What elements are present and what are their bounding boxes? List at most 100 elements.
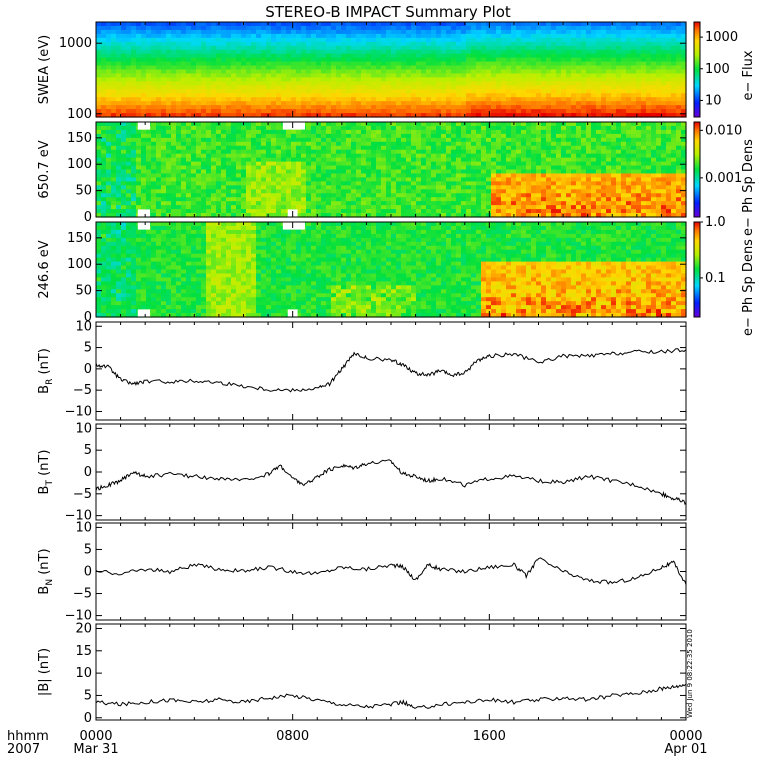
heatmap-cell: [376, 157, 382, 163]
heatmap-cell: [356, 185, 362, 190]
heatmap-cell: [321, 173, 327, 179]
heatmap-cell: [551, 53, 557, 59]
heatmap-cell: [471, 133, 477, 139]
heatmap-cell: [496, 177, 502, 182]
heatmap-cell: [391, 69, 397, 75]
heatmap-cell: [511, 129, 517, 135]
heatmap-cell: [111, 193, 117, 198]
heatmap-cell: [606, 69, 612, 75]
heatmap-cell: [106, 193, 112, 198]
heatmap-cell: [236, 189, 242, 194]
heatmap-cell: [391, 213, 397, 218]
heatmap-cell: [121, 141, 127, 147]
heatmap-cell: [516, 45, 522, 51]
heatmap-cell: [436, 81, 442, 86]
heatmap-cell: [251, 149, 257, 155]
heatmap-cell: [171, 209, 177, 214]
heatmap-cell: [516, 145, 522, 151]
heatmap-cell: [346, 201, 352, 206]
heatmap-cell: [491, 85, 497, 90]
heatmap-cell: [406, 157, 412, 163]
heatmap-cell: [231, 69, 237, 75]
heatmap-cell: [681, 105, 687, 110]
heatmap-cell: [526, 81, 532, 86]
heatmap-cell: [126, 49, 132, 55]
heatmap-cell: [376, 145, 382, 151]
heatmap-cell: [291, 185, 297, 190]
heatmap-cell: [211, 69, 217, 75]
heatmap-cell: [416, 161, 422, 167]
heatmap-cell: [576, 97, 582, 102]
heatmap-cell: [646, 113, 652, 118]
heatmap-cell: [116, 85, 122, 90]
heatmap-cell: [436, 41, 442, 47]
heatmap-cell: [171, 173, 177, 179]
heatmap-cell: [161, 165, 167, 171]
heatmap-cell: [231, 65, 237, 71]
heatmap-cell: [476, 101, 482, 106]
heatmap-cell: [246, 41, 252, 47]
heatmap-cell: [271, 81, 277, 86]
heatmap-cell: [321, 105, 327, 110]
heatmap-cell: [536, 65, 542, 71]
heatmap-cell: [106, 177, 112, 182]
heatmap-cell: [281, 25, 287, 31]
heatmap-cell: [481, 73, 487, 79]
heatmap-cell: [301, 193, 307, 198]
heatmap-cell: [366, 125, 372, 131]
heatmap-cell: [581, 65, 587, 71]
heatmap-cell: [481, 69, 487, 75]
heatmap-cell: [196, 73, 202, 79]
heatmap-cell: [666, 22, 672, 27]
heatmap-cell: [316, 109, 322, 114]
heatmap-cell: [436, 173, 442, 179]
heatmap-cell: [166, 122, 172, 127]
heatmap-cell: [251, 129, 257, 135]
heatmap-cell: [166, 65, 172, 71]
heatmap-cell: [166, 205, 172, 210]
heatmap-cell: [551, 81, 557, 86]
heatmap-cell: [636, 69, 642, 75]
heatmap-cell: [121, 137, 127, 143]
heatmap-cell: [256, 141, 262, 147]
heatmap-cell: [271, 201, 277, 206]
heatmap-cell: [101, 173, 107, 179]
heatmap-cell: [541, 61, 547, 67]
heatmap-cell: [676, 69, 682, 75]
heatmap-cell: [546, 73, 552, 79]
heatmap-cell: [121, 157, 127, 163]
heatmap-cell: [576, 25, 582, 31]
heatmap-cell: [501, 73, 507, 79]
heatmap-cell: [506, 113, 512, 118]
heatmap-cell: [666, 105, 672, 110]
heatmap-cell: [501, 37, 507, 43]
heatmap-cell: [431, 213, 437, 218]
heatmap-cell: [116, 73, 122, 79]
heatmap-cell: [126, 122, 132, 127]
heatmap-cell: [591, 37, 597, 43]
heatmap-cell: [241, 185, 247, 190]
heatmap-cell: [496, 153, 502, 159]
heatmap-cell: [116, 93, 122, 98]
heatmap-cell: [326, 169, 332, 175]
heatmap-cell: [221, 105, 227, 110]
heatmap-cell: [366, 73, 372, 79]
heatmap-cell: [446, 57, 452, 63]
heatmap-cell: [381, 125, 387, 131]
heatmap-cell: [121, 181, 127, 186]
heatmap-cell: [246, 157, 252, 163]
heatmap-cell: [256, 122, 262, 127]
heatmap-cell: [106, 93, 112, 98]
heatmap-cell: [646, 73, 652, 79]
heatmap-cell: [426, 193, 432, 198]
heatmap-cell: [401, 173, 407, 179]
heatmap-cell: [111, 125, 117, 131]
heatmap-cell: [486, 157, 492, 163]
y-tick-label: 1000: [59, 36, 92, 51]
heatmap-cell: [571, 41, 577, 47]
heatmap-cell: [551, 85, 557, 90]
heatmap-cell: [611, 45, 617, 51]
heatmap-cell: [426, 97, 432, 102]
heatmap-cell: [266, 113, 272, 118]
heatmap-cell: [326, 209, 332, 214]
